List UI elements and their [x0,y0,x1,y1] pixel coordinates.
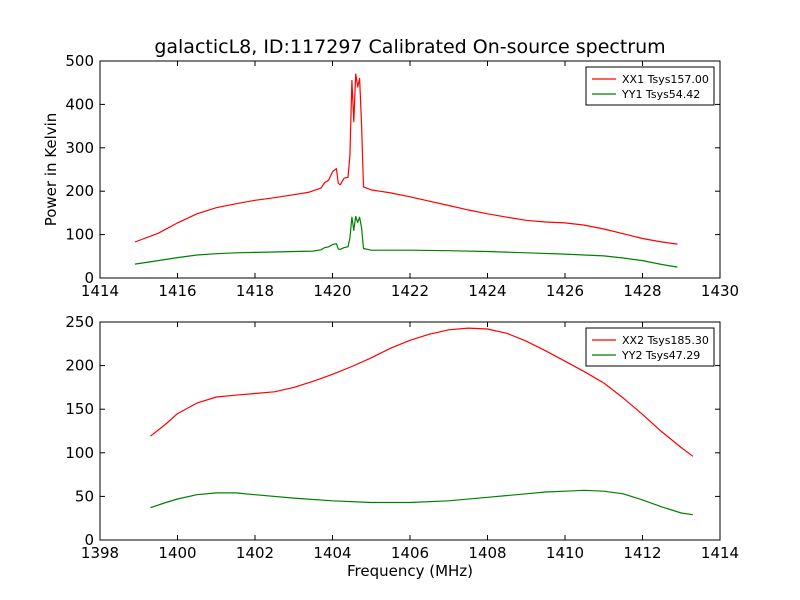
legend-label: YY1 Tsys54.42 [621,88,700,101]
legend-box [585,327,715,367]
y-tick-label: 200 [65,182,94,200]
figure-title: galacticL8, ID:117297 Calibrated On-sour… [154,36,665,58]
x-tick-label: 1400 [158,544,196,562]
plot-area [134,73,678,268]
top-spectrum-chart: 1414 1416 1418 1420 1422 1424 1426 1428 1430 0 100… [42,52,739,300]
series-line-yy1 [134,215,678,268]
series-line-xx1 [134,73,678,245]
series-line-xx2 [150,327,694,457]
x-tick-label: 1414 [81,282,119,300]
series-line-yy2 [150,489,693,516]
x-tick-label: 1424 [468,282,506,300]
x-tick-label: 1420 [313,282,351,300]
x-tick-label: 1404 [313,544,351,562]
y-tick-label: 100 [65,226,94,244]
y-tick-label: 400 [65,95,94,113]
x-tick-label: 1410 [546,544,584,562]
x-tick-label: 1416 [158,282,196,300]
y-tick-label: 250 [65,313,94,331]
x-tick-label: 1402 [236,544,274,562]
legend: XX1 Tsys157.00 YY1 Tsys54.42 [585,66,715,106]
x-tick-label: 1430 [701,282,739,300]
plot-area [150,327,694,516]
y-tick-label: 200 [65,357,94,375]
x-tick-label: 1418 [236,282,274,300]
y-tick-label: 0 [84,269,94,287]
y-tick-label: 300 [65,139,94,157]
legend-label: YY2 Tsys47.29 [621,349,700,362]
y-tick-label: 50 [75,487,94,505]
x-tick-label: 1408 [468,544,506,562]
bottom-spectrum-chart: 1398 1400 1402 1404 1406 1408 1410 1412 1414 0 50 1… [65,313,739,580]
legend: XX2 Tsys185.30 YY2 Tsys47.29 [585,327,715,367]
x-tick-label: 1406 [391,544,429,562]
x-tick-label: 1414 [701,544,739,562]
x-tick-label: 1412 [623,544,661,562]
x-tick-label: 1398 [81,544,119,562]
x-axis-title: Frequency (MHz) [347,562,473,580]
x-tick-label: 1422 [391,282,429,300]
y-tick-label: 500 [65,52,94,70]
legend-label: XX2 Tsys185.30 [622,334,709,347]
y-axis-title: Power in Kelvin [42,113,60,227]
y-tick-label: 100 [65,444,94,462]
legend-label: XX1 Tsys157.00 [622,73,709,86]
y-tick-label: 0 [84,531,94,549]
legend-box [585,66,715,106]
x-tick-label: 1428 [623,282,661,300]
y-tick-label: 150 [65,400,94,418]
x-tick-label: 1426 [546,282,584,300]
